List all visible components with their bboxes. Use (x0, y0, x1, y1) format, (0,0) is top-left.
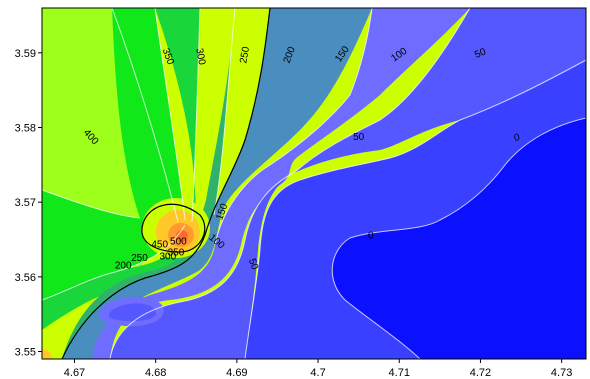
corner-spot (42, 349, 52, 359)
isoline-100 (109, 8, 471, 359)
contour-label-6: 50 (473, 46, 488, 61)
contour-label-0: 350 (160, 47, 176, 67)
contour-label-10: 150 (214, 202, 230, 222)
contour-label-15: 500 (170, 236, 187, 247)
contour-label-19: 350 (168, 248, 185, 259)
contour-label-1: 300 (193, 47, 207, 66)
contour-label-9: 0 (513, 132, 521, 144)
y-axis: 3.55 3.56 3.57 3.58 3.59 (15, 48, 42, 359)
isoline-50 (244, 59, 586, 359)
contour-label-3: 200 (282, 45, 298, 65)
isoline-left-low (42, 189, 141, 219)
x-tick-label-6: 4.73 (551, 367, 572, 379)
contour-label-17: 200 (115, 260, 132, 271)
x-tick-label-0: 4.67 (64, 367, 85, 379)
x-tick-label-1: 4.68 (145, 367, 166, 379)
band-0 (332, 118, 586, 359)
band-150 (92, 8, 470, 359)
peak-core (176, 230, 188, 242)
x-tick-label-5: 4.72 (470, 367, 491, 379)
contour-label-16: 250 (131, 253, 148, 264)
x-axis: 4.67 4.68 4.69 4.7 4.71 4.72 4.73 (64, 359, 572, 379)
contour-label-18: 300 (160, 251, 177, 262)
band-100 (110, 8, 586, 359)
y-tick-label-2: 3.57 (15, 197, 36, 209)
isoline-300 (191, 8, 201, 223)
isoline-400 (111, 8, 179, 223)
y-tick-label-0: 3.55 (15, 347, 36, 359)
x-tick-label-2: 4.69 (226, 367, 247, 379)
contour-label-2: 250 (238, 45, 252, 64)
plot-frame (41, 7, 587, 360)
isoline-0 (331, 117, 586, 359)
y-tick-label-1: 3.56 (15, 272, 36, 284)
y-tick-label-3: 3.58 (15, 122, 36, 134)
band-200 (62, 8, 372, 359)
band-300 (42, 8, 200, 330)
contour-label-13: 0 (368, 230, 374, 241)
isoline-left-mid (42, 224, 186, 301)
contour-fills (42, 8, 586, 359)
isoline-350 (154, 8, 186, 221)
x-tick-label-4: 4.71 (389, 367, 410, 379)
x-tick-label-3: 4.7 (310, 367, 325, 379)
band-low-pocket-inner (108, 303, 156, 322)
contour-label-8: 50 (353, 132, 365, 143)
contour-label-14: 450 (151, 239, 168, 250)
isoline-200-bold (61, 8, 271, 359)
isoline-peak-bold (141, 203, 206, 253)
y-tick-label-4: 3.59 (15, 48, 36, 60)
isoline-250 (213, 8, 236, 216)
contour-label-12: 50 (246, 257, 260, 272)
isoline-150 (214, 8, 373, 246)
